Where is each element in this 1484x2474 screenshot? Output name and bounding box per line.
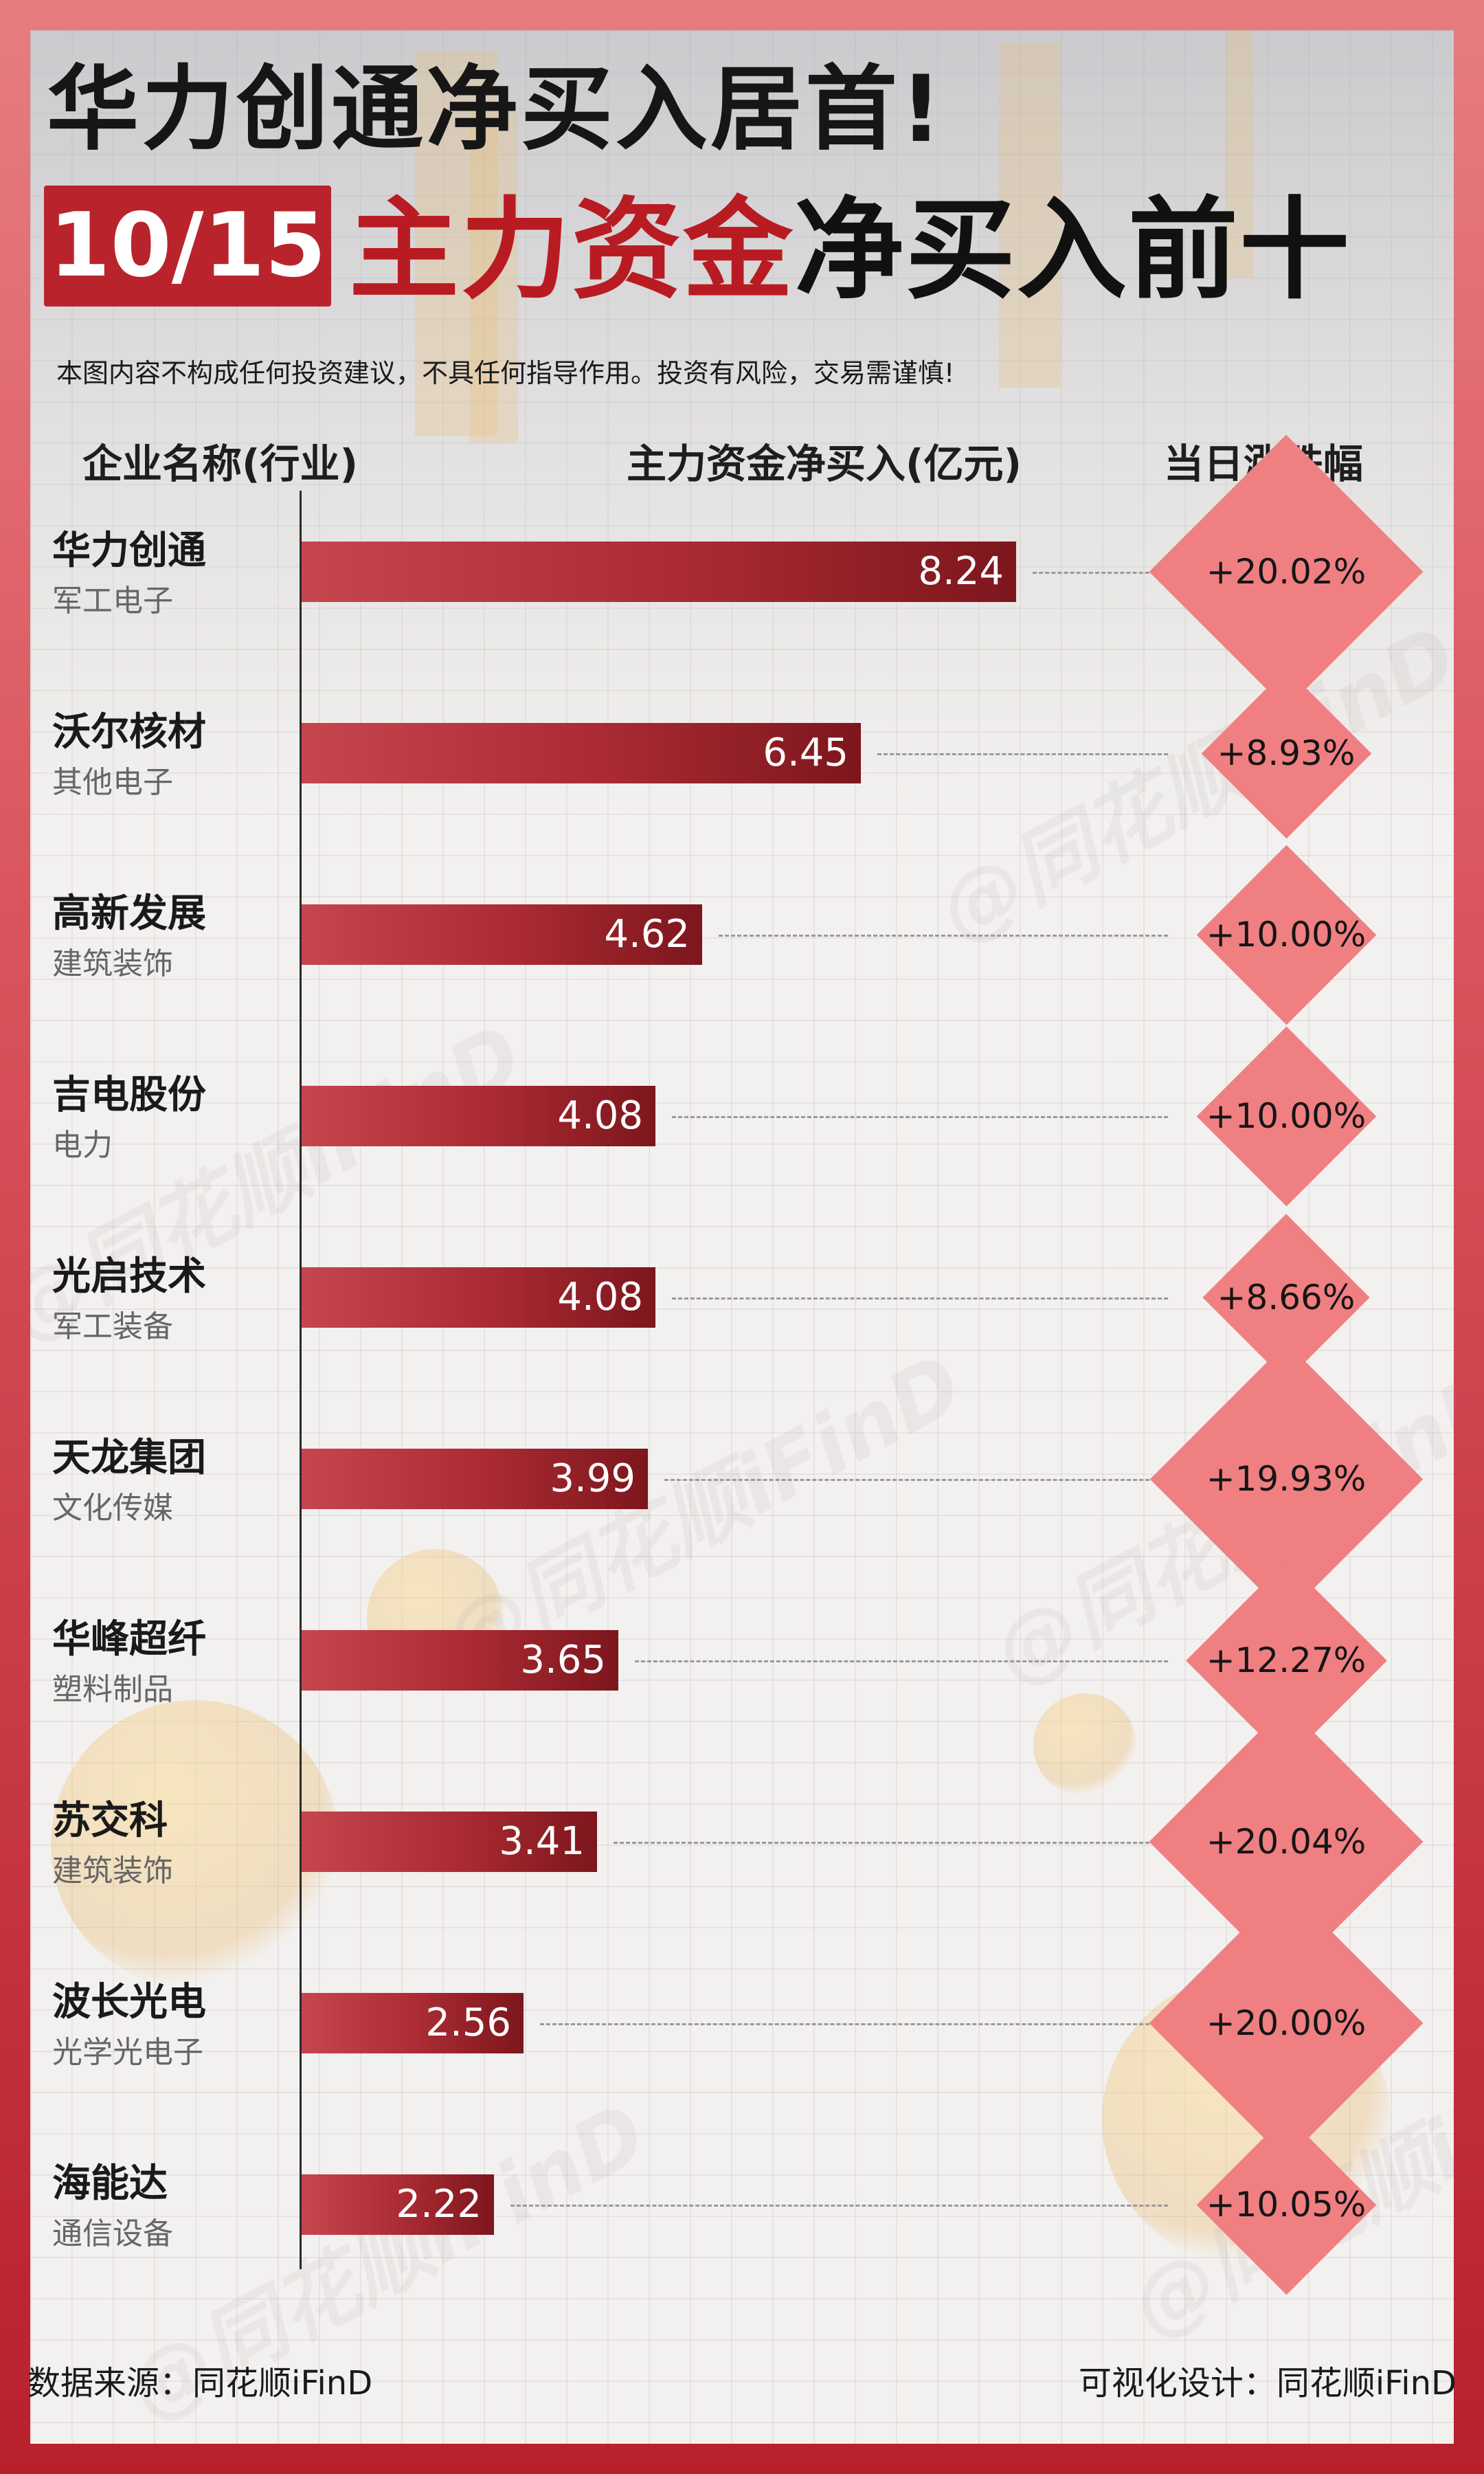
industry-label: 通信设备 — [52, 2216, 173, 2251]
leader-line — [635, 1660, 1168, 1662]
company-name: 苏交科 — [52, 1798, 168, 1843]
leader-line — [614, 1842, 1168, 1844]
infographic-canvas: @同花顺iFinD @同花顺iFinD @同花顺iFinD @同花顺iFinD … — [30, 30, 1454, 2444]
stock-screen-backdrop — [30, 30, 1454, 821]
company-name: 华力创通 — [52, 528, 206, 573]
net-buy-bar: 8.24 — [302, 542, 1016, 602]
leader-line — [540, 2023, 1168, 2025]
industry-label: 塑料制品 — [52, 1672, 173, 1707]
change-value: +10.00% — [1206, 1096, 1367, 1136]
column-header-net-buy: 主力资金净买入(亿元) — [627, 441, 1022, 487]
backdrop-bar — [415, 51, 497, 436]
net-buy-bar: 3.65 — [302, 1630, 618, 1691]
date-label: 10/15 — [49, 194, 326, 297]
subheadline: 主力资金净买入前十 — [349, 190, 1351, 311]
change-value: +12.27% — [1206, 1640, 1367, 1680]
backdrop-bar — [1226, 30, 1253, 278]
date-badge: 10/15 — [44, 186, 331, 307]
change-value: +20.02% — [1206, 552, 1367, 592]
change-value: +8.66% — [1217, 1278, 1356, 1317]
subheadline-dark: 净买入前十 — [794, 186, 1351, 314]
category-axis-line — [300, 491, 302, 2269]
net-buy-value: 4.08 — [557, 1093, 643, 1138]
leader-line — [877, 753, 1168, 755]
coin-decoration — [1033, 1693, 1136, 1796]
company-name: 吉电股份 — [52, 1073, 206, 1117]
change-value: +19.93% — [1206, 1459, 1367, 1499]
change-value: +10.00% — [1206, 915, 1367, 955]
leader-line — [1033, 572, 1168, 574]
industry-label: 军工电子 — [52, 583, 173, 618]
company-name: 波长光电 — [52, 1980, 206, 2025]
disclaimer: 本图内容不构成任何投资建议，不具任何指导作用。投资有风险，交易需谨慎! — [56, 358, 955, 388]
net-buy-value: 3.41 — [499, 1819, 585, 1864]
industry-label: 建筑装饰 — [52, 1853, 173, 1888]
industry-label: 文化传媒 — [52, 1491, 173, 1526]
designer-credit: 可视化设计：同花顺iFinD — [1078, 2364, 1457, 2403]
coin-decoration — [51, 1700, 339, 1989]
change-value: +20.00% — [1206, 2003, 1367, 2043]
net-buy-value: 4.62 — [604, 912, 690, 957]
company-name: 沃尔核材 — [52, 710, 206, 755]
change-value: +10.05% — [1206, 2185, 1367, 2225]
company-name: 海能达 — [52, 2161, 168, 2206]
leader-line — [719, 935, 1168, 937]
change-value: +20.04% — [1206, 1822, 1367, 1862]
net-buy-value: 3.99 — [550, 1456, 636, 1501]
net-buy-value: 2.56 — [425, 2001, 511, 2045]
subheadline-red: 主力资金 — [349, 186, 795, 314]
net-buy-bar: 2.56 — [302, 1993, 524, 2053]
net-buy-value: 4.08 — [557, 1275, 643, 1319]
data-source: 数据来源：同花顺iFinD — [27, 2364, 373, 2403]
leader-line — [672, 1116, 1168, 1118]
headline: 华力创通净买入居首! — [47, 56, 945, 163]
net-buy-value: 6.45 — [763, 731, 848, 775]
net-buy-value: 3.65 — [520, 1638, 606, 1682]
industry-label: 建筑装饰 — [52, 946, 173, 981]
leader-line — [664, 1479, 1168, 1481]
net-buy-bar: 6.45 — [302, 723, 861, 783]
company-name: 高新发展 — [52, 891, 206, 936]
column-header-company: 企业名称(行业) — [82, 441, 359, 487]
leader-line — [510, 2205, 1168, 2207]
net-buy-bar: 3.41 — [302, 1812, 597, 1872]
industry-label: 军工装备 — [52, 1309, 173, 1344]
net-buy-bar: 3.99 — [302, 1449, 648, 1509]
industry-label: 光学光电子 — [52, 2035, 203, 2070]
net-buy-bar: 2.22 — [302, 2174, 494, 2235]
company-name: 天龙集团 — [52, 1436, 206, 1480]
company-name: 光启技术 — [52, 1254, 206, 1299]
net-buy-value: 2.22 — [396, 2182, 482, 2227]
net-buy-bar: 4.08 — [302, 1086, 655, 1146]
industry-label: 其他电子 — [52, 765, 173, 800]
net-buy-bar: 4.62 — [302, 904, 702, 965]
net-buy-bar: 4.08 — [302, 1267, 655, 1328]
company-name: 华峰超纤 — [52, 1617, 206, 1662]
backdrop-bar — [999, 44, 1061, 388]
leader-line — [672, 1297, 1168, 1300]
backdrop-bar — [470, 113, 518, 443]
industry-label: 电力 — [52, 1128, 113, 1163]
change-value: +8.93% — [1217, 733, 1356, 773]
net-buy-value: 8.24 — [918, 549, 1004, 594]
